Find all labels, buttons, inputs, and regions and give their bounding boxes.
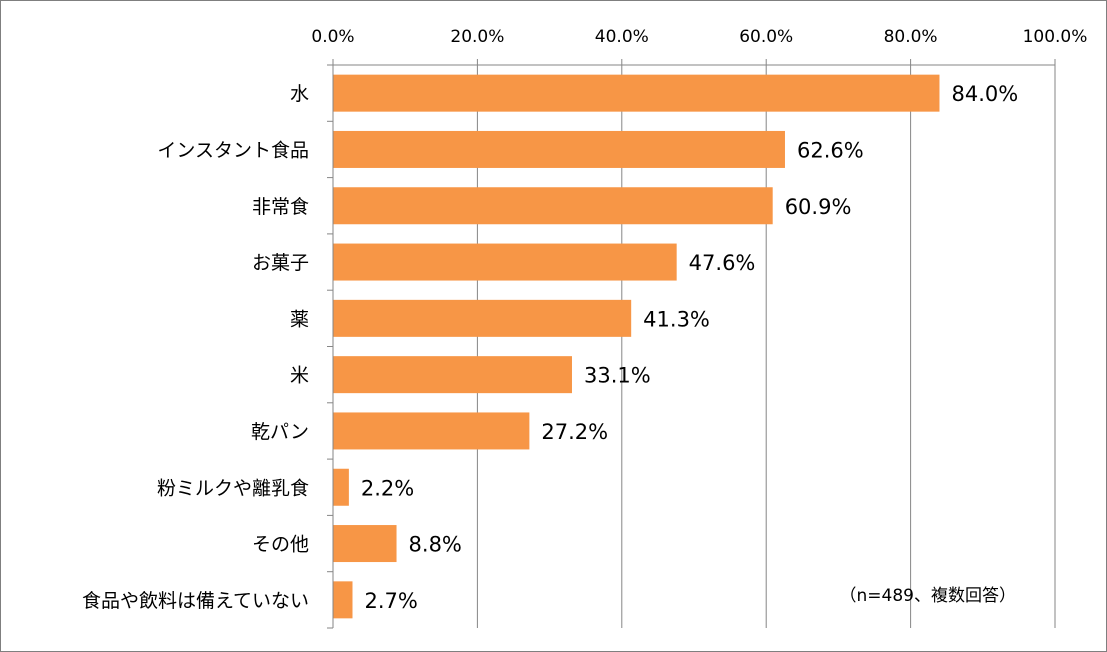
value-label: 27.2% bbox=[541, 420, 608, 444]
bars bbox=[333, 74, 940, 619]
category-label: 薬 bbox=[290, 308, 309, 330]
bar bbox=[333, 187, 773, 225]
value-label: 41.3% bbox=[643, 307, 710, 331]
value-label: 62.6% bbox=[797, 138, 864, 162]
value-label: 8.8% bbox=[409, 533, 462, 557]
labels: 0.0% 20.0% 40.0% 60.0% 80.0% 100.0% 水 84.0% インスタ… bbox=[82, 27, 1087, 613]
value-label: 47.6% bbox=[689, 251, 756, 275]
bar bbox=[333, 525, 397, 563]
category-label: 粉ミルクや離乳食 bbox=[157, 477, 309, 499]
bar bbox=[333, 243, 677, 281]
value-label: 2.7% bbox=[364, 589, 417, 613]
category-label: 食品や飲料は備えていない bbox=[82, 590, 309, 612]
x-tick-label: 0.0% bbox=[311, 27, 354, 47]
category-label: その他 bbox=[252, 534, 309, 556]
value-label: 2.2% bbox=[361, 476, 414, 500]
bar bbox=[333, 468, 349, 506]
x-tick-label: 20.0% bbox=[450, 27, 504, 47]
sample-note: （n=489、複数回答） bbox=[840, 586, 1016, 606]
category-label: お菓子 bbox=[252, 252, 309, 274]
value-label: 33.1% bbox=[584, 364, 651, 388]
bar bbox=[333, 356, 572, 394]
category-label: インスタント食品 bbox=[157, 139, 309, 161]
bar bbox=[333, 581, 353, 619]
bar bbox=[333, 299, 632, 337]
bar bbox=[333, 412, 530, 450]
category-label: 水 bbox=[290, 83, 309, 105]
value-label: 60.9% bbox=[785, 195, 852, 219]
category-label: 米 bbox=[290, 365, 309, 387]
x-tick-label: 60.0% bbox=[739, 27, 793, 47]
value-label: 84.0% bbox=[951, 82, 1018, 106]
category-label: 非常食 bbox=[252, 196, 309, 218]
bar bbox=[333, 74, 940, 112]
x-tick-label: 40.0% bbox=[595, 27, 649, 47]
category-label: 乾パン bbox=[251, 421, 309, 443]
bar bbox=[333, 130, 785, 168]
axes bbox=[327, 59, 1056, 629]
x-tick-label: 80.0% bbox=[884, 27, 938, 47]
x-tick-label: 100.0% bbox=[1023, 27, 1088, 47]
